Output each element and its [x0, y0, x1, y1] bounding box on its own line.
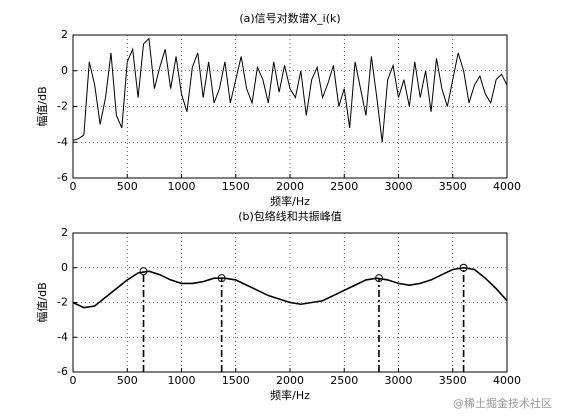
- x-tick-label: 1500: [222, 180, 250, 193]
- y-tick-label: 0: [61, 64, 68, 77]
- x-tick-label: 1000: [168, 374, 196, 387]
- x-tick-label: 1500: [222, 374, 250, 387]
- y-tick-label: 0: [61, 261, 68, 274]
- y-tick-label: -2: [57, 100, 68, 113]
- line-series: [72, 37, 508, 143]
- axes-box: [72, 34, 508, 179]
- y-axis-label: 幅值/dB: [36, 282, 49, 322]
- x-tick-label: 4000: [493, 374, 521, 387]
- x-tick-label: 4000: [493, 180, 521, 193]
- x-tick-label: 0: [70, 180, 77, 193]
- x-axis-label: 频率/Hz: [270, 388, 310, 402]
- y-tick-label: -6: [57, 171, 68, 184]
- peak-marker: [459, 263, 468, 272]
- x-tick-label: 2000: [276, 374, 304, 387]
- x-tick-label: 2500: [330, 180, 358, 193]
- x-tick-label: 0: [70, 374, 77, 387]
- chart-title: (b)包络线和共振峰值: [238, 209, 342, 223]
- x-tick-label: 2500: [330, 374, 358, 387]
- x-tick-label: 3000: [385, 374, 413, 387]
- y-tick-label: 2: [61, 28, 68, 41]
- y-axis-label: 幅值/dB: [36, 86, 49, 126]
- x-tick-label: 3500: [439, 374, 467, 387]
- line-series: [72, 266, 508, 309]
- y-tick-label: -2: [57, 296, 68, 309]
- chart-title: (a)信号对数谱X_i(k): [239, 11, 340, 25]
- watermark: @稀土掘金技术社区: [453, 396, 552, 410]
- x-tick-label: 500: [117, 374, 138, 387]
- y-tick-label: -4: [57, 330, 68, 343]
- x-tick-label: 500: [117, 180, 138, 193]
- y-tick-label: -4: [57, 135, 68, 148]
- x-axis-label: 频率/Hz: [270, 194, 310, 208]
- x-tick-label: 1000: [168, 180, 196, 193]
- peak-marker: [217, 274, 226, 283]
- x-tick-label: 2000: [276, 180, 304, 193]
- x-tick-label: 3500: [439, 180, 467, 193]
- peak-marker: [139, 267, 148, 276]
- peak-marker: [374, 274, 383, 283]
- y-tick-label: -6: [57, 365, 68, 378]
- x-tick-label: 3000: [385, 180, 413, 193]
- y-tick-label: 2: [61, 226, 68, 239]
